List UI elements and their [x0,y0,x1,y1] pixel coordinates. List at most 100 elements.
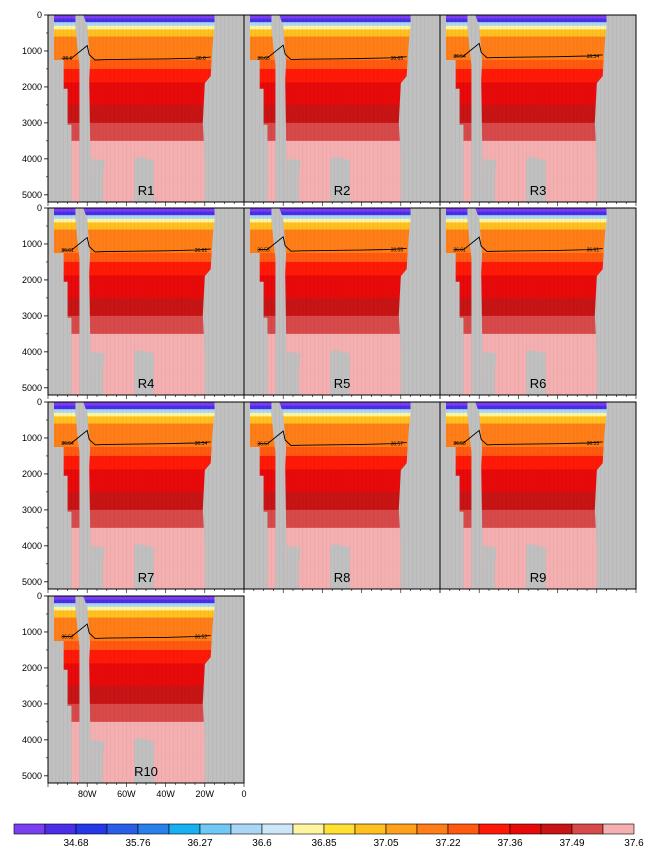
panel-field: 36.53 36.53 [440,402,636,589]
contour-line [61,623,211,639]
salinity-layer [445,36,607,41]
seamount-west [91,158,105,202]
salinity-layer [249,430,411,435]
salinity-layer [53,122,215,142]
x-tick-label: 60W [117,789,136,799]
colorbar-swatch [385,823,418,835]
seamount-mid [134,350,154,395]
colorbar-swatch [292,823,325,835]
contour-label-east: 36.61 [587,248,600,254]
salinity-layer [445,29,607,34]
contour-label-west: 36.6 [63,56,73,62]
contour-label-east: 36.54 [195,441,208,447]
salinity-layer [53,434,215,439]
panel-label: R3 [530,183,547,198]
salinity-layer [249,47,411,52]
salinity-layer [53,649,215,664]
y-tick-label: 4000 [22,347,42,357]
land-west [48,596,72,783]
colorbar-swatch [416,823,449,835]
salinity-layer [53,703,215,723]
salinity-layer [53,606,215,611]
colorbar-label: 37.36 [497,838,522,849]
salinity-layer [53,613,215,618]
colorbar-swatch [323,823,356,835]
salinity-layer [445,122,607,142]
salinity-layer [445,140,607,160]
colorbar-swatch [354,823,387,835]
salinity-layer [445,236,607,241]
salinity-layer [53,721,215,741]
land-ridge [467,208,484,395]
salinity-layer [249,409,411,414]
salinity-layer [53,509,215,529]
land-west [244,15,268,202]
salinity-layer [249,437,411,448]
panel-field: 36.54 36.54 [48,402,244,589]
salinity-layer [53,25,215,30]
panel-r6: 36.61 36.61 R6 [439,207,637,399]
salinity-layer [445,215,607,220]
salinity-layer [249,405,411,410]
colorbar-label: 36.27 [187,838,212,849]
salinity-layer [53,82,215,106]
salinity-layer [249,419,411,424]
salinity-layer [249,416,411,421]
salinity-layer [445,261,607,276]
colorbar-label: 36.6 [252,838,272,849]
y-tick-label: 4000 [22,541,42,551]
panel-r1: 36.6 36.6 R1 0 1000 2000 3000 4000 5000 [22,10,245,206]
colorbar-swatch [540,823,573,835]
salinity-layer [445,218,607,223]
seamount-west [91,739,105,783]
colorbar-label: 36.85 [311,838,336,849]
colorbar-label: 34.68 [63,838,88,849]
salinity-layer [249,82,411,106]
salinity-layer [53,18,215,23]
salinity-layer [445,491,607,511]
y-tick-label: 5000 [22,190,42,200]
seamount-mid [526,350,546,395]
salinity-layer [445,527,607,547]
salinity-layer [53,430,215,435]
contour-label-west: 36.54 [453,54,466,60]
salinity-layer [53,628,215,633]
salinity-layer [445,469,607,493]
salinity-layer [249,225,411,230]
contour-label-west: 36.55 [257,247,270,253]
x-tick-label: 0 [241,789,246,799]
land-ridge [271,208,288,395]
salinity-layer [445,40,607,45]
salinity-layer [249,208,411,212]
salinity-layer [53,491,215,511]
land-west [440,15,464,202]
salinity-layer [53,599,215,604]
salinity-layer [53,243,215,254]
salinity-layer [249,446,411,457]
x-tick-label: 20W [196,789,215,799]
contour-label-east: 36.54 [587,54,600,60]
salinity-layer [249,140,411,160]
panel-label: R2 [334,183,351,198]
land-east [594,208,636,395]
seamount-west [91,351,105,395]
salinity-layer [53,621,215,626]
seamount-mid [330,350,350,395]
salinity-layer [249,50,411,61]
y-tick-label: 1000 [22,433,42,443]
salinity-layer [53,218,215,223]
salinity-layer [249,261,411,276]
salinity-layer [53,617,215,622]
y-tick-label: 4000 [22,154,42,164]
y-tick-label: 0 [37,10,42,20]
y-tick-label: 5000 [22,771,42,781]
colorbar-swatch [447,823,480,835]
land-ridge [75,15,92,202]
contour-line [61,44,211,61]
salinity-layer [249,315,411,335]
y-tick-label: 0 [37,397,42,407]
salinity-layer [249,59,411,70]
contour-label-west: 36.52 [61,635,74,641]
salinity-layer [249,218,411,223]
salinity-layer [53,446,215,457]
